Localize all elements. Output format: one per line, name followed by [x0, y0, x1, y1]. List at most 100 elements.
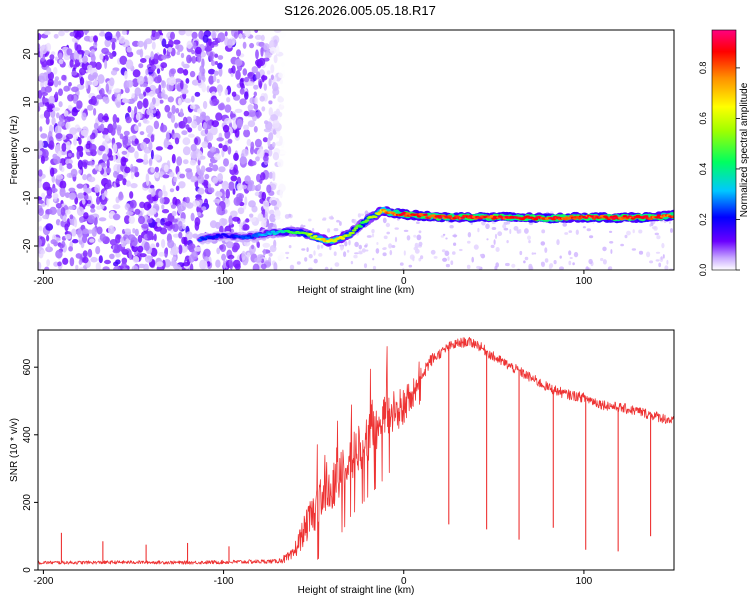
spectrogram-noise-cell: [575, 229, 579, 235]
spectrogram-noise-cell: [211, 120, 219, 128]
spectrogram-noise-cell: [239, 98, 247, 106]
spectrogram-noise-cell: [651, 226, 657, 230]
spectrogram-noise-cell: [81, 112, 87, 121]
spectrogram-noise-cell: [87, 104, 94, 111]
spectrogram-noise-cell: [164, 221, 173, 227]
spectrogram-noise-cell: [209, 220, 218, 229]
spectrogram-noise-cell: [76, 100, 83, 109]
spectrogram-noise-cell: [153, 154, 161, 161]
spectrogram-y-axis-label: Frequency (Hz): [9, 116, 20, 185]
spectrogram-noise-cell: [113, 261, 119, 267]
spectrogram-noise-cell: [178, 181, 186, 189]
spectrogram-noise-cell: [76, 206, 85, 216]
spectrogram-noise-cell: [182, 92, 187, 100]
spectrogram-signal-cell: [313, 235, 318, 238]
spectrogram-noise-cell: [150, 134, 155, 143]
spectrogram-noise-cell: [167, 96, 174, 103]
spectrogram-noise-cell: [228, 68, 232, 74]
spectrogram-noise-cell: [452, 251, 456, 255]
spectrogram-noise-cell: [249, 97, 255, 104]
spectrogram-noise-cell: [69, 214, 74, 220]
spectrogram-noise-cell: [339, 221, 342, 226]
spectrogram-noise-cell: [402, 267, 405, 270]
spectrogram-noise-cell: [183, 236, 188, 245]
spectrogram-noise-cell: [58, 88, 63, 96]
spectrogram-noise-cell: [62, 215, 67, 223]
spectrogram-noise-cell: [137, 245, 144, 253]
spectrogram-noise-cell: [559, 266, 564, 270]
spectrogram-noise-cell: [350, 260, 354, 265]
spectrogram-noise-cell: [270, 199, 278, 206]
spectrogram-noise-cell: [55, 56, 58, 61]
spectrogram-noise-cell: [43, 109, 51, 119]
spectrogram-noise-cell: [121, 30, 128, 35]
spectrogram-noise-cell: [178, 231, 183, 239]
spectrogram-noise-cell: [48, 140, 55, 151]
snr-y-ticks: 0 200 400 600: [22, 358, 38, 573]
spectrogram-noise-cell: [243, 76, 250, 83]
spectrogram-noise-cell: [527, 235, 531, 241]
spectrogram-noise-cell: [71, 86, 79, 93]
spectrogram-noise-cell: [278, 72, 283, 78]
spectrogram-noise-cell: [82, 250, 88, 258]
spectrogram-noise-cell: [112, 143, 118, 154]
spectrogram-noise-cell: [109, 77, 115, 87]
spectrogram-noise-cell: [262, 137, 268, 143]
spectrogram-noise-cell: [655, 251, 661, 254]
spectrogram-noise-cell: [218, 67, 223, 77]
spectrogram-noise-cell: [208, 68, 216, 75]
spectrogram-noise-cell: [160, 62, 168, 69]
spectrogram-noise-cell: [59, 180, 67, 189]
spectrogram-noise-cell: [219, 244, 224, 250]
spectrogram-noise-cell: [162, 174, 170, 179]
spectrogram-signal-cell: [373, 215, 378, 219]
spectrogram-noise-cell: [155, 88, 160, 95]
spectrogram-noise-cell: [203, 122, 207, 130]
spectrogram-noise-cell: [119, 55, 128, 65]
spectrogram-noise-cell: [189, 104, 196, 110]
spectrogram-noise-cell: [277, 255, 285, 260]
spectrogram-noise-cell: [269, 213, 276, 223]
spectrogram-noise-cell: [221, 253, 227, 261]
spectrogram-noise-cell: [198, 30, 205, 40]
figure-title: S126.2026.005.05.18.R17: [284, 3, 436, 18]
spectrogram-noise-cell: [224, 117, 232, 124]
spectrogram-noise-cell: [322, 217, 327, 220]
spectrogram-noise-cell: [183, 159, 189, 165]
spectrogram-noise-cell: [260, 172, 266, 181]
spectrogram-noise-cell: [211, 40, 219, 46]
spectrogram-noise-cell: [159, 227, 168, 235]
spectrogram-signal-cell: [249, 236, 255, 239]
spectrogram-noise-cell: [45, 117, 50, 125]
spectrogram-noise-cell: [277, 158, 284, 168]
spectrogram-noise-cell: [119, 133, 124, 140]
spectrogram-signal-cell: [308, 232, 313, 236]
spectrogram-noise-cell: [270, 64, 275, 74]
spectrogram-noise-cell: [223, 158, 229, 167]
spectrogram-noise-cell: [278, 105, 285, 110]
spectrogram-noise-cell: [199, 259, 207, 270]
spectrogram-noise-cell: [243, 124, 249, 131]
spectrogram-noise-cell: [569, 257, 573, 259]
spectrogram-noise-cell: [63, 110, 69, 117]
spectrogram-noise-cell: [301, 248, 306, 251]
spectrogram-noise-cell: [169, 188, 175, 193]
spectrogram-noise-cell: [197, 211, 202, 217]
spectrogram-signal-cell: [246, 234, 252, 238]
spectrogram-noise-cell: [200, 165, 206, 173]
spectrogram-noise-cell: [38, 90, 43, 99]
spectrogram-noise-cell: [241, 184, 248, 190]
spectrogram-noise-cell: [80, 129, 89, 136]
spectrogram-noise-cell: [540, 241, 546, 246]
spectrogram-noise-cell: [129, 199, 137, 209]
spectrogram-noise-cell: [268, 171, 273, 179]
spectrogram-noise-cell: [190, 176, 196, 183]
spectrogram-noise-cell: [249, 42, 255, 49]
spectrogram-signal-cell: [353, 227, 359, 230]
spectrogram-noise-cell: [382, 252, 387, 257]
spectrogram-noise-cell: [39, 114, 45, 119]
spectrogram-noise-cell: [112, 114, 118, 124]
spectrogram-noise-cell: [253, 103, 259, 110]
spectrogram-noise-cell: [75, 264, 79, 270]
spectrogram-signal-cell: [321, 238, 326, 241]
